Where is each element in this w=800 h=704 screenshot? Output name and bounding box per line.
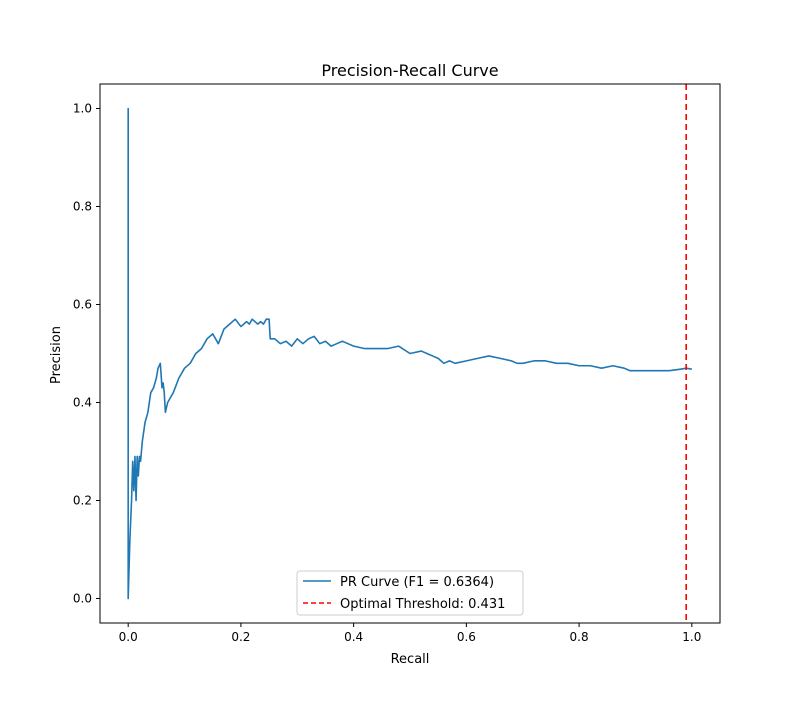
y-tick-label: 1.0 <box>73 102 92 116</box>
y-tick-label: 0.8 <box>73 200 92 214</box>
chart-title: Precision-Recall Curve <box>321 61 498 80</box>
series-line-pr-curve <box>127 107 692 600</box>
y-tick-label: 0.0 <box>73 592 92 606</box>
y-tick-label: 0.4 <box>73 396 92 410</box>
legend-box <box>296 570 524 616</box>
x-tick-label: 0.0 <box>119 630 138 644</box>
x-tick-label: 0.6 <box>457 630 476 644</box>
x-axis-ticks: 0.0 0.2 0.4 0.6 0.8 1.0 <box>119 623 701 644</box>
x-tick-label: 0.2 <box>231 630 250 644</box>
legend: PR Curve (F1 = 0.6364) Optimal Threshold… <box>296 570 524 616</box>
y-tick-label: 0.2 <box>73 494 92 508</box>
x-axis-label: Recall <box>391 652 430 667</box>
legend-label-optimal-threshold: Optimal Threshold: 0.431 <box>340 597 505 612</box>
x-tick-label: 1.0 <box>682 630 701 644</box>
y-axis-ticks: 0.0 0.2 0.4 0.6 0.8 1.0 <box>73 102 100 606</box>
x-tick-label: 0.8 <box>570 630 589 644</box>
y-axis-label: Precision <box>49 326 64 384</box>
y-tick-label: 0.6 <box>73 298 92 312</box>
plot-frame <box>99 83 721 624</box>
plot-area <box>127 84 692 623</box>
x-tick-label: 0.4 <box>344 630 363 644</box>
legend-label-pr-curve: PR Curve (F1 = 0.6364) <box>340 575 494 590</box>
